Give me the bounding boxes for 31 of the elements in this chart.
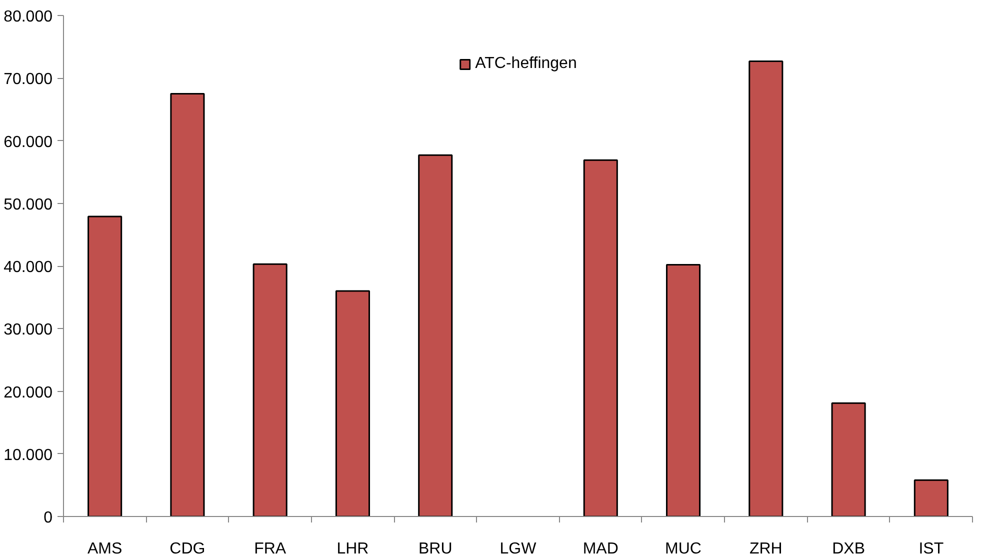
- x-tick-label: ZRH: [749, 540, 782, 558]
- y-tick-label: 40.000: [4, 259, 53, 276]
- x-tick-label: DXB: [832, 540, 866, 558]
- bar: [252, 263, 288, 516]
- x-tick-label: LHR: [336, 540, 369, 558]
- y-tick-label: 0: [44, 510, 53, 526]
- bar: [831, 402, 866, 516]
- bar: [170, 93, 205, 516]
- x-tick-label: IST: [918, 540, 944, 558]
- y-tick-label: 20.000: [4, 384, 53, 402]
- y-tick-label: 10.000: [4, 446, 53, 464]
- bar: [88, 216, 122, 516]
- legend-label: ATC-heffingen: [475, 55, 577, 73]
- x-tick-label: FRA: [254, 540, 286, 558]
- bar: [335, 290, 370, 516]
- y-tick-label: 30.000: [4, 322, 53, 339]
- y-tick-label: 50.000: [4, 196, 53, 214]
- bar: [666, 264, 701, 516]
- y-tick-label: 70.000: [4, 71, 53, 88]
- bar: [583, 159, 618, 516]
- x-tick-label: MAD: [582, 540, 618, 558]
- bar: [418, 154, 453, 516]
- x-tick-label: AMS: [87, 540, 122, 558]
- x-tick-label: BRU: [418, 540, 452, 558]
- y-tick-label: 80.000: [4, 8, 53, 26]
- bar: [748, 60, 784, 516]
- x-tick-label: CDG: [170, 540, 206, 558]
- y-tick-label: 60.000: [4, 134, 53, 151]
- bar: [914, 479, 948, 516]
- x-tick-label: MUC: [665, 540, 702, 558]
- x-tick-label: LGW: [500, 540, 538, 558]
